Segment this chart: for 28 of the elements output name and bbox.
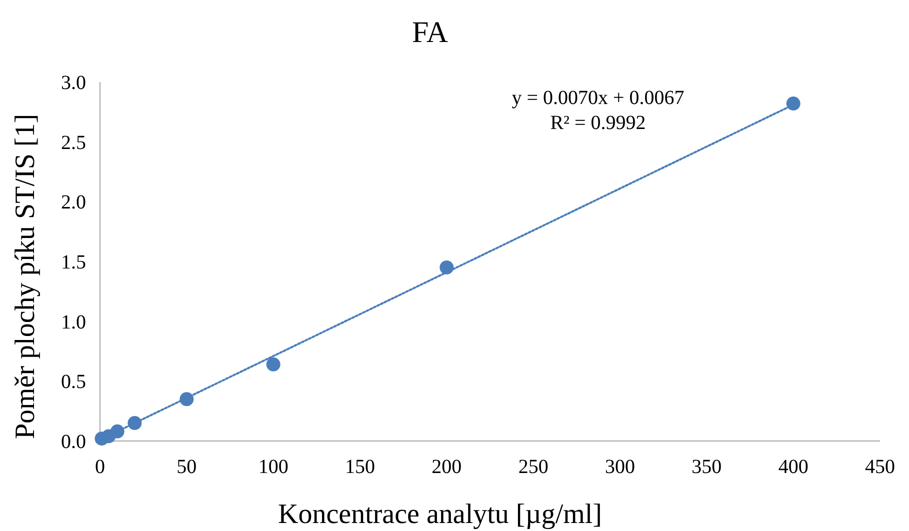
y-tick-label: 0.5	[61, 371, 86, 394]
x-tick-label: 250	[518, 456, 548, 478]
y-axis-title: Poměr plochy píku ST/IS [1]	[10, 114, 41, 440]
x-tick-label: 0	[95, 456, 105, 478]
point	[128, 416, 142, 430]
point	[786, 96, 800, 111]
x-tick-label: 150	[345, 456, 375, 478]
annotation: R² = 0.9992	[550, 112, 646, 134]
x-tick-label: 100	[258, 456, 288, 478]
annotation: y = 0.0070x + 0.0067	[512, 87, 684, 109]
y-tick-label: 0.0	[61, 431, 86, 453]
y-tick-label: 1.0	[61, 311, 86, 334]
point	[440, 260, 454, 274]
y-tick-label: 2.5	[61, 132, 86, 154]
chart-title: FA	[412, 16, 448, 49]
x-axis-title: Koncentrace analytu [µg/ml]	[278, 499, 602, 530]
x-tick-label: 50	[176, 456, 197, 478]
x-tick-label: 300	[605, 456, 635, 478]
x-tick-label: 350	[692, 456, 722, 478]
point	[180, 392, 194, 406]
y-tick-label: 1.5	[61, 252, 86, 274]
point	[110, 424, 124, 438]
x-tick-label: 200	[432, 456, 462, 478]
x-tick-label: 450	[865, 456, 895, 478]
x-tick-label: 400	[778, 456, 808, 478]
y-tick-label: 2.0	[61, 192, 86, 214]
y-tick-label: 3.0	[61, 72, 86, 94]
point	[266, 357, 280, 372]
